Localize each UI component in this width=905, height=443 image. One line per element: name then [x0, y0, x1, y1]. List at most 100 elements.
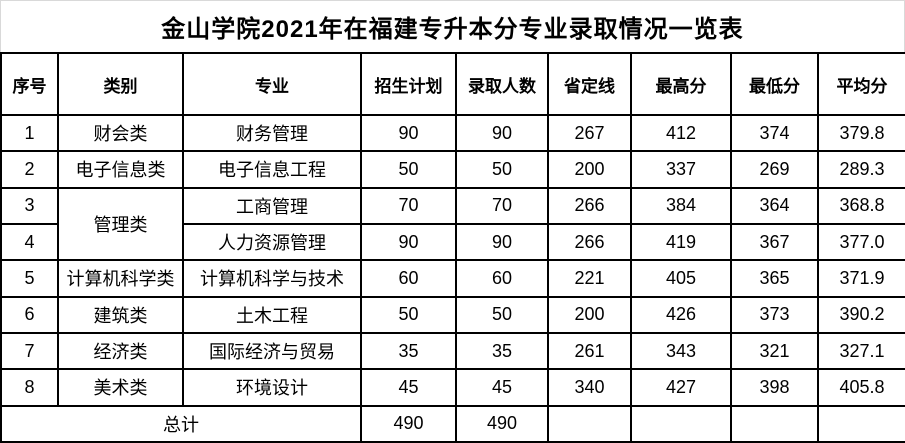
cell-no: 7 [0, 331, 59, 371]
cell-average: 327.1 [817, 331, 905, 371]
header-row: 序号 类别 专业 招生计划 录取人数 省定线 最高分 最低分 平均分 [0, 52, 905, 116]
col-header-plan: 招生计划 [360, 52, 457, 116]
cell-category: 财会类 [57, 113, 184, 153]
cell-major: 国际经济与贸易 [182, 331, 362, 371]
cell-provincial-line: 200 [547, 295, 632, 334]
total-label: 总计 [0, 404, 362, 443]
cell-no: 2 [0, 150, 59, 189]
cell-provincial-line: 200 [547, 150, 632, 189]
cell-highest: 405 [630, 259, 732, 298]
table-row: 2 电子信息类 电子信息工程 50 50 200 337 269 289.3 [0, 150, 905, 189]
cell-lowest: 367 [730, 222, 819, 262]
cell-plan: 90 [360, 113, 457, 153]
col-header-average: 平均分 [817, 52, 905, 116]
cell-highest: 337 [630, 150, 732, 189]
cell-major: 人力资源管理 [182, 222, 362, 262]
col-header-lowest: 最低分 [730, 52, 819, 116]
cell-plan: 60 [360, 259, 457, 298]
cell-provincial-line: 261 [547, 331, 632, 371]
total-highest [630, 404, 732, 443]
cell-lowest: 373 [730, 295, 819, 334]
cell-average: 377.0 [817, 222, 905, 262]
cell-plan: 35 [360, 331, 457, 371]
cell-provincial-line: 266 [547, 186, 632, 225]
cell-provincial-line: 221 [547, 259, 632, 298]
cell-lowest: 398 [730, 368, 819, 407]
table-row: 5 计算机科学类 计算机科学与技术 60 60 221 405 365 371.… [0, 259, 905, 298]
cell-plan: 90 [360, 222, 457, 262]
cell-average: 371.9 [817, 259, 905, 298]
cell-highest: 343 [630, 331, 732, 371]
cell-category: 经济类 [57, 331, 184, 371]
cell-category: 电子信息类 [57, 150, 184, 189]
cell-no: 1 [0, 113, 59, 153]
cell-lowest: 374 [730, 113, 819, 153]
total-average [817, 404, 905, 443]
total-lowest [730, 404, 819, 443]
col-header-category: 类别 [57, 52, 184, 116]
cell-category: 建筑类 [57, 295, 184, 334]
table-row: 4 人力资源管理 90 90 266 419 367 377.0 [0, 222, 905, 262]
cell-highest: 426 [630, 295, 732, 334]
cell-admitted: 60 [455, 259, 549, 298]
total-plan: 490 [360, 404, 457, 443]
table-row: 6 建筑类 土木工程 50 50 200 426 373 390.2 [0, 295, 905, 334]
cell-average: 289.3 [817, 150, 905, 189]
table-row: 7 经济类 国际经济与贸易 35 35 261 343 321 327.1 [0, 331, 905, 371]
cell-provincial-line: 340 [547, 368, 632, 407]
cell-major: 环境设计 [182, 368, 362, 407]
cell-plan: 50 [360, 295, 457, 334]
cell-highest: 384 [630, 186, 732, 225]
cell-average: 390.2 [817, 295, 905, 334]
cell-plan: 45 [360, 368, 457, 407]
cell-no: 5 [0, 259, 59, 298]
cell-highest: 412 [630, 113, 732, 153]
cell-category: 计算机科学类 [57, 259, 184, 298]
col-header-highest: 最高分 [630, 52, 732, 116]
cell-admitted: 35 [455, 331, 549, 371]
table-row: 3 管理类 工商管理 70 70 266 384 364 368.8 [0, 186, 905, 262]
cell-admitted: 50 [455, 150, 549, 189]
admissions-table: 序号 类别 专业 招生计划 录取人数 省定线 最高分 最低分 平均分 1 财会类… [0, 52, 905, 443]
cell-no: 3 [0, 186, 59, 225]
cell-lowest: 269 [730, 150, 819, 189]
total-admitted: 490 [455, 404, 549, 443]
cell-admitted: 90 [455, 222, 549, 262]
cell-major: 电子信息工程 [182, 150, 362, 189]
cell-admitted: 90 [455, 113, 549, 153]
total-row: 总计 490 490 [0, 404, 905, 443]
col-header-admitted: 录取人数 [455, 52, 549, 116]
cell-no: 4 [0, 222, 59, 262]
cell-provincial-line: 267 [547, 113, 632, 153]
cell-highest: 419 [630, 222, 732, 262]
cell-admitted: 45 [455, 368, 549, 407]
cell-no: 8 [0, 368, 59, 407]
cell-category-merged: 管理类 [57, 186, 184, 262]
table-row: 1 财会类 财务管理 90 90 267 412 374 379.8 [0, 113, 905, 153]
cell-plan: 70 [360, 186, 457, 225]
cell-average: 368.8 [817, 186, 905, 225]
table-row: 8 美术类 环境设计 45 45 340 427 398 405.8 [0, 368, 905, 407]
cell-lowest: 365 [730, 259, 819, 298]
cell-admitted: 70 [455, 186, 549, 225]
total-provincial-line [547, 404, 632, 443]
cell-highest: 427 [630, 368, 732, 407]
cell-major: 土木工程 [182, 295, 362, 334]
cell-category: 美术类 [57, 368, 184, 407]
col-header-no: 序号 [0, 52, 59, 116]
col-header-provincial-line: 省定线 [547, 52, 632, 116]
cell-average: 379.8 [817, 113, 905, 153]
cell-lowest: 321 [730, 331, 819, 371]
cell-major: 财务管理 [182, 113, 362, 153]
cell-major: 计算机科学与技术 [182, 259, 362, 298]
cell-lowest: 364 [730, 186, 819, 225]
cell-no: 6 [0, 295, 59, 334]
cell-plan: 50 [360, 150, 457, 189]
cell-admitted: 50 [455, 295, 549, 334]
cell-major: 工商管理 [182, 186, 362, 225]
col-header-major: 专业 [182, 52, 362, 116]
cell-provincial-line: 266 [547, 222, 632, 262]
page-title: 金山学院2021年在福建专升本分专业录取情况一览表 [0, 0, 905, 52]
cell-average: 405.8 [817, 368, 905, 407]
